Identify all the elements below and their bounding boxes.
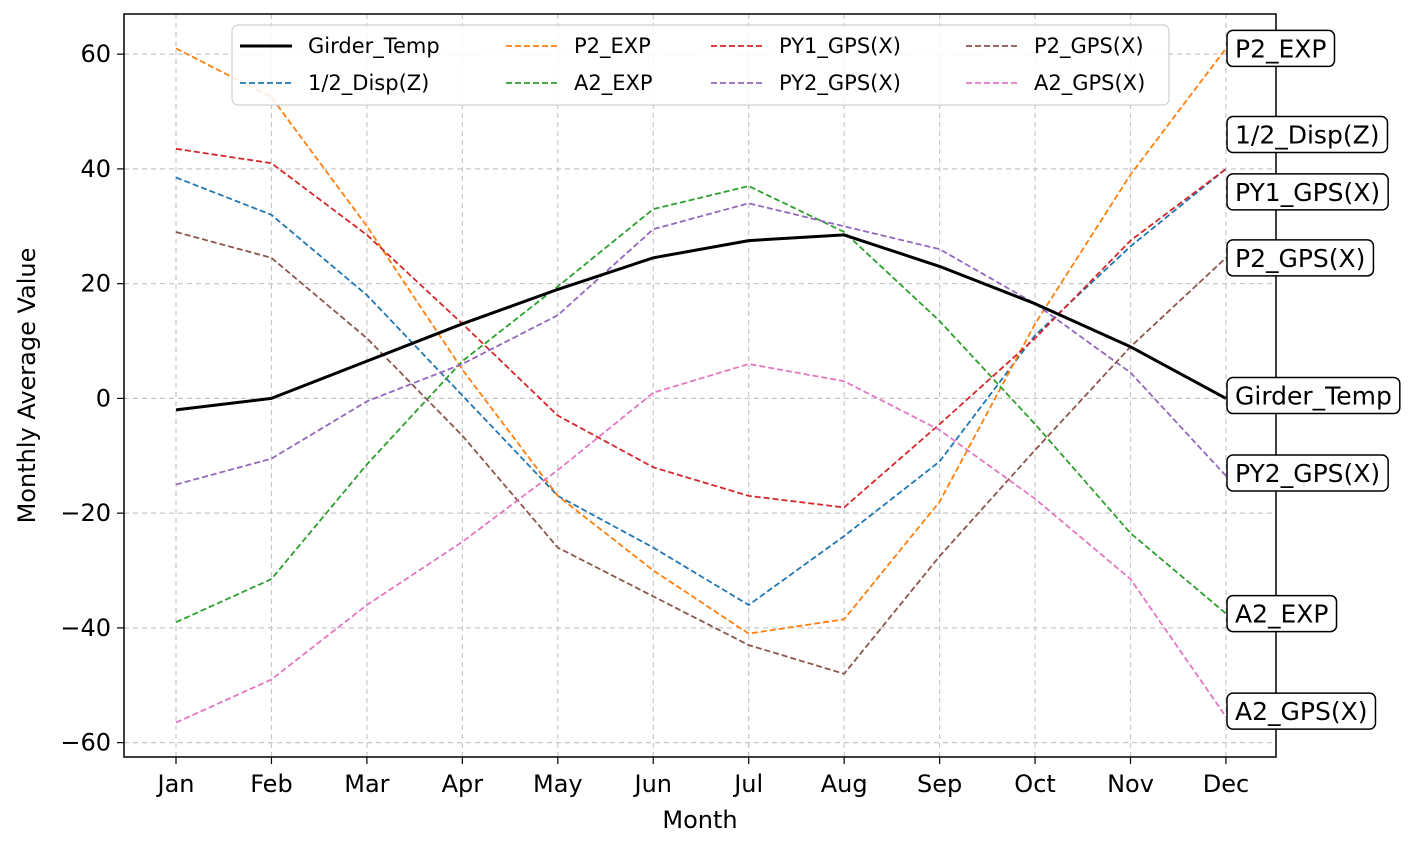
series-line-1-2-disp-z	[175, 168, 1227, 606]
plot-frame	[123, 13, 1277, 758]
x-tick-label: Jun	[633, 770, 673, 798]
end-label-box	[1226, 173, 1389, 211]
legend-label: A2_GPS(X)	[1034, 71, 1145, 96]
legend: Girder_Temp 1/2_Disp(Z) P2_EXP A2_EXP PY1_GP…	[231, 24, 1170, 106]
series-line-girder-temp	[175, 233, 1227, 412]
x-tick-label: Jan	[156, 770, 195, 798]
series-line-p2-gps-x	[175, 231, 1227, 675]
end-label: A2_GPS(X)	[1226, 692, 1377, 730]
series-line-a2-gps-x	[175, 363, 1227, 724]
end-label-text: PY2_GPS(X)	[1235, 459, 1380, 488]
y-tick-label: −40	[60, 614, 111, 642]
end-label-text: 1/2_Disp(Z)	[1235, 120, 1379, 149]
legend-label: P2_EXP	[574, 34, 651, 59]
end-labels: P2_EXP 1/2_Disp(Z) PY1_GPS(X) P2_GPS(X) Gird…	[1226, 29, 1401, 730]
end-label-text: A2_EXP	[1235, 600, 1329, 629]
y-axis-title: Monthly Average Value	[13, 248, 41, 524]
end-label-text: P2_EXP	[1235, 34, 1326, 63]
x-tick-label: Aug	[821, 770, 868, 798]
legend-label: PY1_GPS(X)	[779, 34, 901, 59]
series-line-a2-exp	[175, 185, 1227, 624]
y-tick-label: 20	[80, 270, 111, 298]
y-tick-label: 40	[80, 155, 111, 183]
legend-label: 1/2_Disp(Z)	[308, 71, 429, 96]
legend-box	[231, 24, 1170, 106]
end-label-text: Girder_Temp	[1235, 382, 1392, 411]
legend-label: P2_GPS(X)	[1034, 34, 1144, 59]
legend-label: PY2_GPS(X)	[779, 71, 901, 96]
end-label: PY2_GPS(X)	[1226, 454, 1389, 492]
x-tick-label: Mar	[344, 770, 389, 798]
end-label-text: A2_GPS(X)	[1235, 697, 1367, 726]
end-label: PY1_GPS(X)	[1226, 173, 1389, 211]
y-tick-label: −60	[60, 729, 111, 757]
series-line-p2-exp	[175, 47, 1227, 635]
x-tick-label: Oct	[1014, 770, 1056, 798]
end-label-text: PY1_GPS(X)	[1235, 178, 1380, 207]
end-label-box	[1226, 376, 1401, 415]
end-label: 1/2_Disp(Z)	[1226, 115, 1389, 154]
end-label: P2_GPS(X)	[1226, 239, 1375, 277]
end-label-box	[1226, 239, 1375, 277]
y-tick-label: 60	[80, 40, 111, 68]
end-label-box	[1226, 692, 1377, 730]
grid-lines	[124, 14, 1276, 757]
x-tick-label: Jul	[732, 770, 763, 798]
end-label-box	[1226, 115, 1389, 154]
legend-label: Girder_Temp	[308, 34, 440, 59]
x-tick-label: May	[533, 770, 583, 798]
end-label: A2_EXP	[1226, 594, 1338, 633]
series-line-py2-gps-x	[175, 202, 1227, 486]
x-tick-label: Nov	[1107, 770, 1154, 798]
x-tick-label: Feb	[250, 770, 293, 798]
end-label: Girder_Temp	[1226, 376, 1401, 415]
legend-label: A2_EXP	[574, 71, 653, 96]
y-tick-label: 0	[96, 384, 111, 412]
x-tick-label: Dec	[1203, 770, 1249, 798]
end-label-box	[1226, 29, 1336, 68]
end-label-box	[1226, 594, 1338, 633]
x-tick-label: Sep	[917, 770, 962, 798]
end-label: P2_EXP	[1226, 29, 1336, 68]
end-label-text: P2_GPS(X)	[1235, 244, 1365, 273]
y-axis: −60 −40 −20 0 20 40 60	[60, 40, 124, 757]
end-label-box	[1226, 454, 1389, 492]
y-tick-label: −20	[60, 499, 111, 527]
x-tick-label: Apr	[442, 770, 484, 798]
series-lines	[175, 47, 1227, 724]
x-axis: Jan Feb Mar Apr May Jun Jul Aug Sep Oct Nov Dec	[156, 757, 1249, 798]
x-axis-title: Month	[662, 806, 737, 834]
